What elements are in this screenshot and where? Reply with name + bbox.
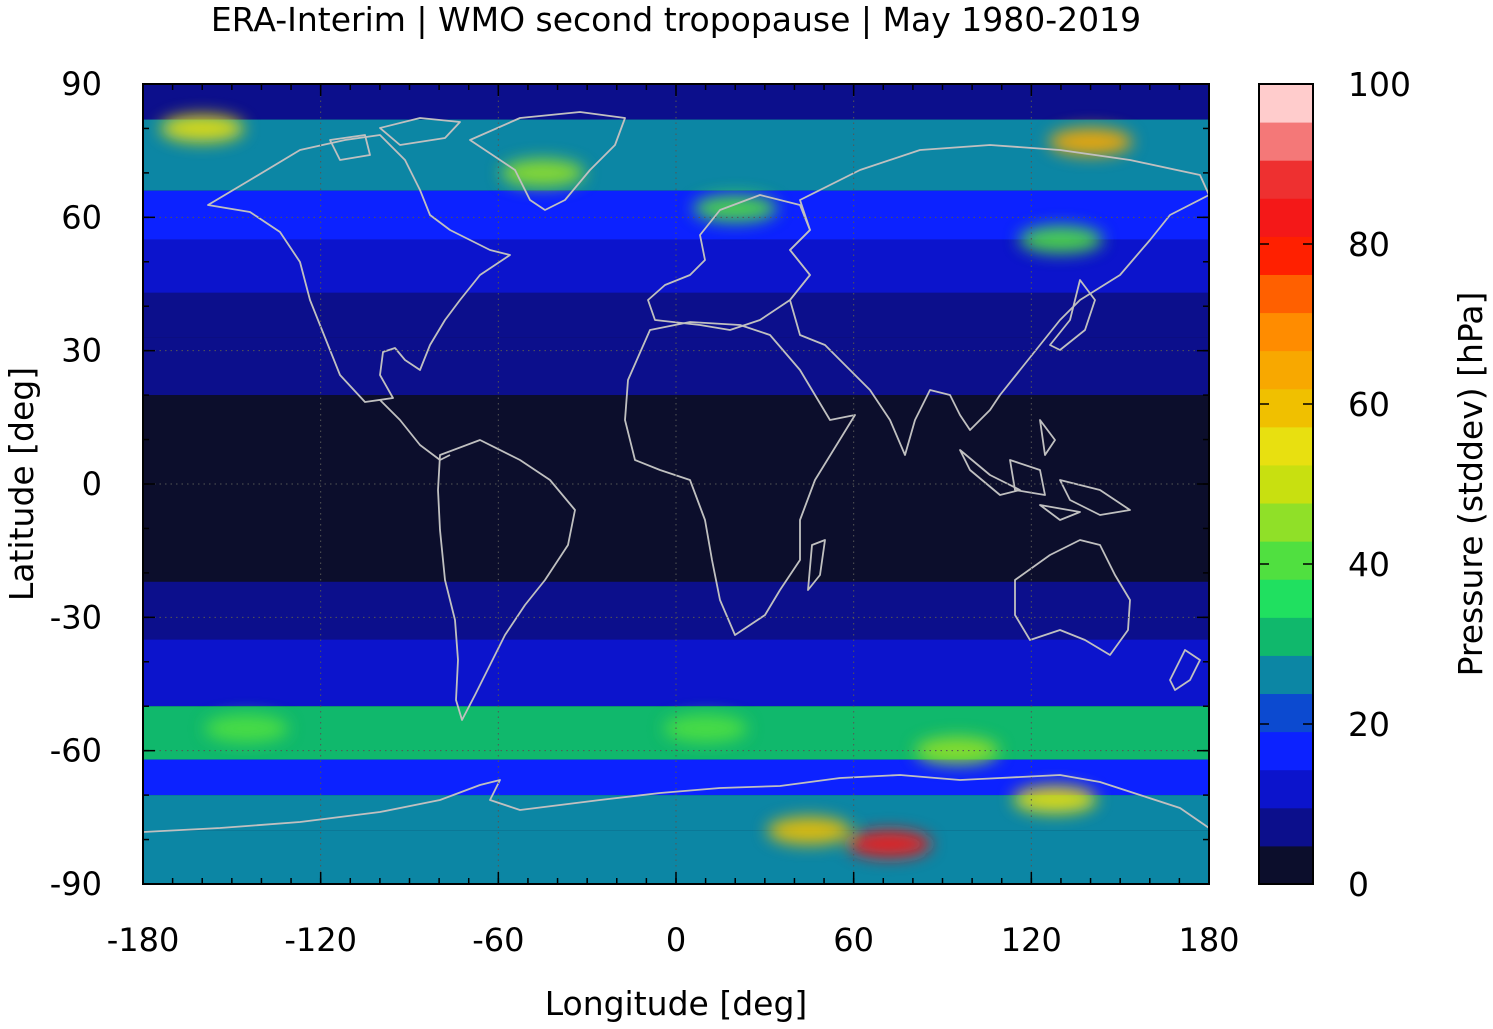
y-tick-label: 90: [61, 65, 102, 103]
coastline-arctic-islands: [329, 117, 461, 161]
y-tick-label: 60: [61, 198, 102, 236]
colorbar-swatch: [1259, 464, 1313, 504]
colorbar-swatch: [1259, 655, 1313, 695]
x-tick-label: 0: [666, 921, 686, 959]
x-tick-label: 60: [833, 921, 874, 959]
colorbar-swatch: [1259, 693, 1313, 733]
colorbar-swatch: [1259, 198, 1313, 237]
colorbar-swatch: [1259, 579, 1313, 618]
hotspot: [1013, 785, 1098, 814]
colorbar-swatch: [1259, 807, 1313, 847]
colorbar-swatch: [1259, 731, 1313, 771]
colorbar: 100 80 60 40 20 0 Pressure (stddev) [hPa…: [1258, 65, 1490, 904]
coastline-australia: [1014, 539, 1131, 656]
colorbar-tick-label: 20: [1348, 705, 1390, 744]
colorbar-tick-label: 0: [1348, 865, 1369, 904]
hotspot: [160, 114, 245, 143]
x-tick-label: -180: [107, 921, 180, 959]
colorbar-swatch: [1259, 160, 1313, 199]
map-plot-area: [142, 83, 1210, 885]
map-frame: [142, 83, 1210, 885]
y-tick-label: 0: [82, 465, 102, 503]
coastline-africa: [624, 321, 856, 636]
colorbar-swatch: [1259, 541, 1313, 580]
x-axis: -180 -120 -60 0 60 120 180 Longitude [de…: [107, 921, 1240, 1023]
colorbar-tick-label: 60: [1348, 385, 1390, 424]
colorbar-swatch: [1259, 122, 1313, 161]
coastline-madagascar: [807, 539, 826, 591]
map-grid: [143, 84, 1209, 884]
hotspot: [204, 714, 289, 743]
hotspot: [1018, 225, 1103, 254]
colorbar-swatch: [1259, 769, 1313, 809]
colorbar-swatch: [1259, 236, 1313, 275]
chart-title: ERA-Interim | WMO second tropopause | Ma…: [211, 0, 1141, 39]
hotspot: [847, 830, 932, 858]
hotspot: [693, 194, 778, 223]
coastline-north-america: [207, 134, 511, 403]
x-tick-labels: -180 -120 -60 0 60 120 180: [107, 921, 1240, 959]
colorbar-swatch: [1259, 503, 1313, 542]
coastline-new-zealand: [1169, 649, 1201, 691]
colorbar-swatch: [1259, 312, 1313, 352]
hotspot: [663, 714, 748, 743]
colorbar-swatch: [1259, 426, 1313, 466]
coastline-greenland: [469, 111, 626, 211]
y-axis-title: Latitude [deg]: [2, 367, 41, 601]
coastline-central-america: [379, 399, 451, 461]
y-tick-label: 30: [61, 332, 102, 370]
coastline-south-america: [437, 439, 576, 721]
colorbar-tick-label: 40: [1348, 545, 1390, 584]
x-tick-label: -60: [472, 921, 524, 959]
y-tick-label: -90: [50, 865, 102, 903]
colorbar-tick-label: 100: [1348, 65, 1411, 104]
y-tick-label: -30: [50, 598, 102, 636]
latitude-band: [143, 395, 1209, 582]
colorbar-title: Pressure (stddev) [hPa]: [1451, 292, 1490, 677]
latitude-band: [143, 119, 1209, 191]
y-axis: 90 60 30 0 -30 -60 -90 Latitude [deg]: [2, 65, 102, 903]
x-tick-label: -120: [284, 921, 357, 959]
colorbar-swatch: [1259, 84, 1313, 123]
colorbar-swatch: [1259, 845, 1313, 885]
colorbar-swatch: [1259, 617, 1313, 656]
colorbar-frame: [1258, 83, 1314, 885]
coastline-maritime-asia: [959, 419, 1131, 521]
latitude-band: [143, 337, 1209, 396]
colorbar-tick-labels: 100 80 60 40 20 0: [1348, 65, 1411, 904]
coastline-antarctica: [143, 774, 1209, 833]
y-tick-labels: 90 60 30 0 -30 -60 -90: [50, 65, 102, 903]
hotspot: [767, 816, 852, 845]
coastline-japan: [1049, 279, 1096, 351]
coastline-asia: [789, 144, 1209, 456]
coastlines: [143, 111, 1209, 833]
colorbar-swatch: [1259, 274, 1313, 314]
x-tick-label: 120: [1001, 921, 1062, 959]
colorbar-swatch: [1259, 388, 1313, 428]
y-tick-label: -60: [50, 732, 102, 770]
colorbar-swatch: [1259, 350, 1313, 390]
colorbar-swatches: [1259, 84, 1313, 885]
colorbar-tick-label: 80: [1348, 225, 1390, 264]
hotspot: [500, 158, 585, 187]
hotspot: [1048, 127, 1133, 156]
x-axis-title: Longitude [deg]: [545, 984, 808, 1023]
x-tick-label: 180: [1178, 921, 1239, 959]
coastline-europe: [647, 194, 811, 331]
